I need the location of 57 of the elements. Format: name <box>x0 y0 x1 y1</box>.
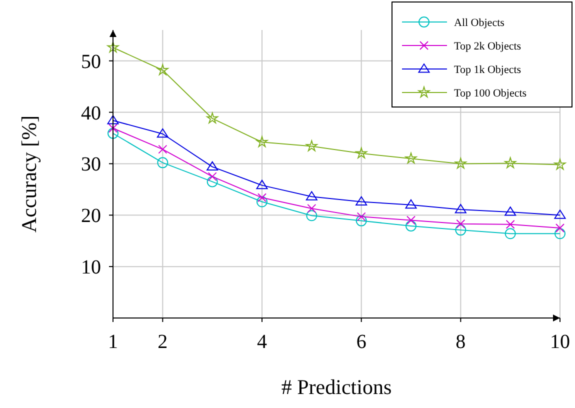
point <box>356 147 368 158</box>
point <box>108 124 118 133</box>
x-tick-label: 10 <box>550 331 570 353</box>
x-tick-label: 2 <box>158 331 168 353</box>
x-tick-label: 1 <box>108 331 118 353</box>
point <box>256 180 268 190</box>
y-tick-label: 30 <box>81 154 101 176</box>
y-tick-label: 20 <box>81 205 101 228</box>
point <box>406 216 416 225</box>
point <box>307 204 316 213</box>
point <box>554 228 566 240</box>
point <box>256 136 268 148</box>
x-axis-title: # Predictions <box>281 375 392 399</box>
point <box>156 128 168 138</box>
point <box>406 220 416 232</box>
point <box>504 206 516 216</box>
x-tick-label: 4 <box>257 331 267 353</box>
point <box>504 228 516 240</box>
legend-label: Top 100 Objects <box>454 88 527 100</box>
x-tick-label: 8 <box>456 331 466 353</box>
y-tick-label: 50 <box>81 50 101 73</box>
legend-label: Top 2k Objects <box>454 40 522 52</box>
point <box>258 193 266 202</box>
point <box>454 158 466 169</box>
point <box>405 152 417 164</box>
legend-label: All Objects <box>454 17 504 29</box>
point <box>356 215 367 226</box>
point <box>356 196 368 206</box>
y-tick-label: 40 <box>81 102 101 124</box>
point <box>156 64 168 76</box>
point <box>108 128 118 139</box>
point <box>454 204 466 214</box>
point <box>506 220 515 229</box>
point <box>208 172 217 182</box>
legend-label: Top 1k Objects <box>454 64 522 76</box>
point <box>107 41 119 52</box>
point <box>456 219 466 228</box>
point <box>107 115 119 124</box>
y-axis-title: Accuracy [%] <box>17 115 41 233</box>
point <box>554 158 566 170</box>
point <box>206 161 218 171</box>
point <box>158 144 168 154</box>
point <box>554 210 566 219</box>
point <box>504 157 516 168</box>
point <box>356 212 366 222</box>
point <box>306 140 318 152</box>
point <box>405 199 417 209</box>
point <box>455 224 466 236</box>
point <box>556 224 564 232</box>
x-tick-label: 6 <box>356 331 366 353</box>
point <box>206 112 218 124</box>
point <box>306 191 318 200</box>
point <box>157 157 168 168</box>
point <box>256 196 268 208</box>
point <box>306 210 318 222</box>
y-tick-label: 10 <box>81 256 101 279</box>
point <box>206 176 218 188</box>
